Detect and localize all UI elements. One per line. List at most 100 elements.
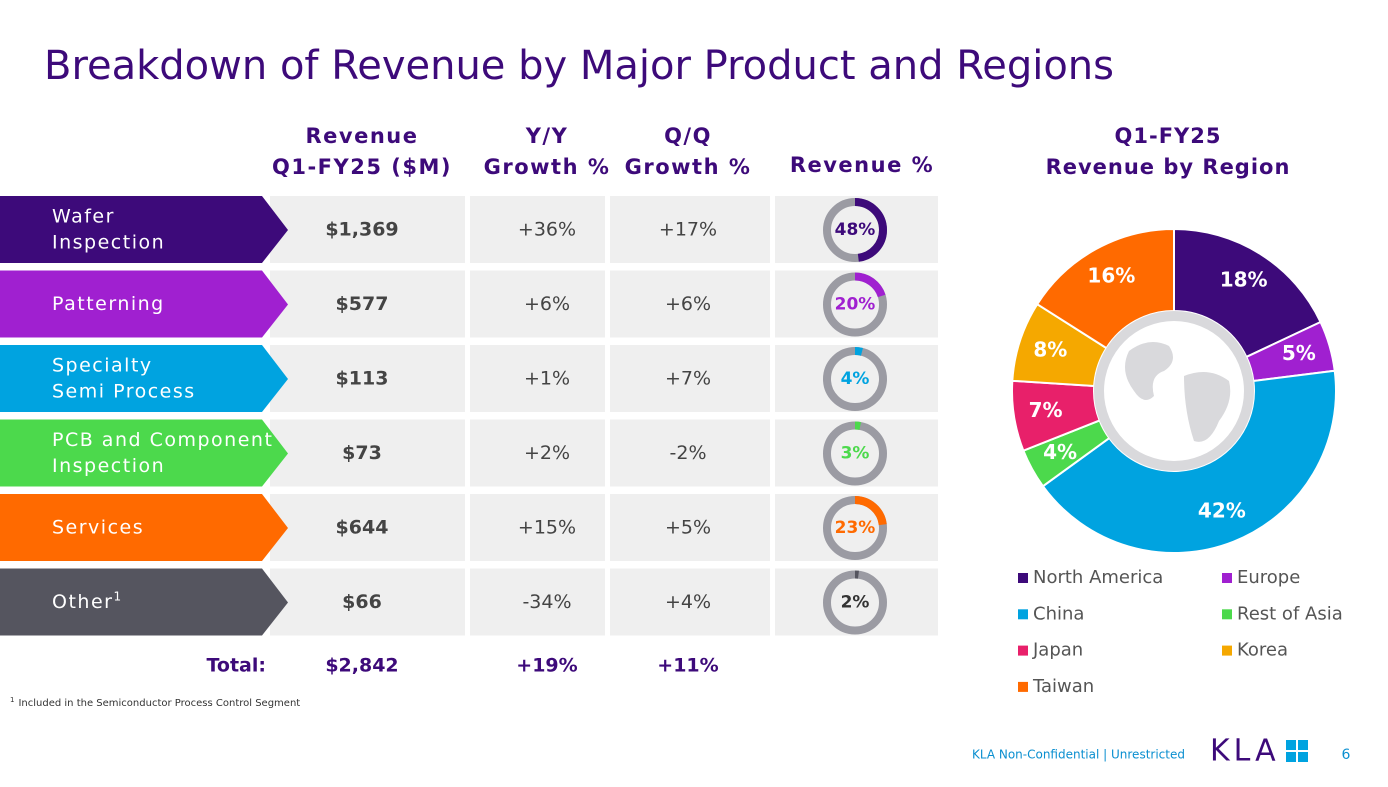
cell-bg (470, 494, 605, 561)
yy-cell: -34% (522, 591, 571, 613)
ring-share (823, 198, 887, 262)
row-label: Inspection (52, 232, 165, 254)
column-header: Growth % (625, 155, 752, 179)
ring-label: 48% (835, 220, 876, 240)
cell-bg (610, 419, 770, 487)
cell-bg (470, 270, 605, 338)
cell-bg (470, 196, 605, 263)
column-header: Revenue % (790, 153, 934, 177)
chart-title: Q1-FY25 (1115, 124, 1222, 148)
logo-mark (1286, 740, 1308, 762)
cell-bg (270, 345, 465, 412)
ring-share (823, 421, 887, 486)
cell-bg (610, 345, 770, 412)
legend-swatch (1018, 645, 1028, 656)
column-header: Revenue (306, 124, 419, 148)
cell-bg (470, 419, 605, 487)
row-label: Services (52, 517, 144, 539)
yy-cell: +1% (524, 368, 570, 390)
footnote-marker: 1 (10, 696, 14, 704)
legend-swatch (1018, 573, 1028, 583)
qq-cell: +17% (659, 219, 717, 241)
slice-label: 18% (1220, 268, 1268, 292)
slide-title: Breakdown of Revenue by Major Product an… (44, 43, 1114, 89)
revenue-cell: $66 (342, 591, 382, 613)
row-label: Specialty (52, 355, 153, 377)
column-header: Q/Q (664, 124, 712, 148)
column-header: Q1-FY25 ($M) (272, 155, 452, 179)
legend-label: Rest of Asia (1237, 603, 1343, 624)
qq-cell: +4% (665, 591, 711, 613)
row-label-arrow (0, 494, 288, 561)
row-label: PCB and Component (52, 429, 273, 451)
ring-share (823, 347, 887, 411)
footnote-text: Included in the Semiconductor Process Co… (18, 698, 300, 709)
revenue-cell: $644 (336, 517, 389, 539)
yy-cell: +2% (524, 442, 570, 464)
qq-cell: +5% (665, 517, 711, 539)
ring-label: 4% (841, 369, 870, 389)
legend-label: China (1033, 603, 1084, 624)
row-label-arrow (0, 419, 288, 487)
row-label: Patterning (52, 293, 165, 315)
cell-bg (775, 196, 938, 263)
revenue-cell: $73 (342, 442, 382, 464)
ring-label: 20% (835, 295, 876, 315)
row-label-arrow (0, 270, 288, 338)
globe-land (1125, 342, 1231, 442)
superscript: 1 (113, 589, 122, 603)
row-label-arrow (0, 345, 288, 412)
slice-label: 4% (1043, 440, 1077, 464)
column-header: Growth % (484, 155, 611, 179)
yy-cell: +15% (518, 517, 576, 539)
ring-label: 3% (841, 444, 870, 464)
ring-share (823, 272, 887, 337)
ring-label: 2% (841, 593, 870, 613)
cell-bg (775, 419, 938, 487)
row-label: Semi Process (52, 381, 196, 403)
slice-label: 8% (1033, 337, 1067, 361)
cell-bg (610, 494, 770, 561)
logo: KLA (1210, 734, 1280, 769)
total-label: Total: (206, 655, 266, 677)
row-label-arrow (0, 568, 288, 636)
revenue-cell: $1,369 (325, 219, 398, 241)
footnote: 1 Included in the Semiconductor Process C… (10, 696, 300, 709)
cell-bg (775, 270, 938, 338)
chart-title: Revenue by Region (1046, 155, 1291, 179)
cell-bg (775, 568, 938, 636)
legend-label: Europe (1237, 567, 1300, 588)
cell-bg (470, 568, 605, 636)
qq-cell: +7% (665, 368, 711, 390)
cell-bg (270, 568, 465, 636)
revenue-cell: $577 (336, 293, 389, 315)
cell-bg (270, 419, 465, 487)
cell-bg (610, 270, 770, 338)
slice-label: 7% (1029, 398, 1063, 422)
page-number: 6 (1342, 747, 1351, 763)
legend-label: Japan (1032, 640, 1083, 661)
cell-bg (775, 345, 938, 412)
ring-label: 23% (835, 518, 876, 538)
slice-label: 42% (1198, 498, 1246, 522)
revenue-cell: $113 (336, 368, 389, 390)
ring-share (823, 496, 887, 560)
legend-label: North America (1033, 567, 1163, 588)
yy-cell: +36% (518, 219, 576, 241)
slice-label: 16% (1087, 264, 1135, 288)
yy-cell: +6% (524, 293, 570, 315)
logo-cross (1286, 750, 1308, 752)
total-cell: +19% (516, 655, 577, 677)
qq-cell: -2% (670, 442, 707, 464)
total-cell: $2,842 (325, 655, 398, 677)
ring-share (823, 570, 887, 635)
legend-swatch (1018, 609, 1028, 620)
slice-label: 5% (1282, 341, 1316, 365)
legend-swatch (1018, 681, 1028, 692)
legend-swatch (1222, 609, 1232, 620)
row-label-arrow (0, 196, 288, 263)
legend-swatch (1222, 573, 1232, 583)
legend-label: Taiwan (1032, 676, 1094, 697)
